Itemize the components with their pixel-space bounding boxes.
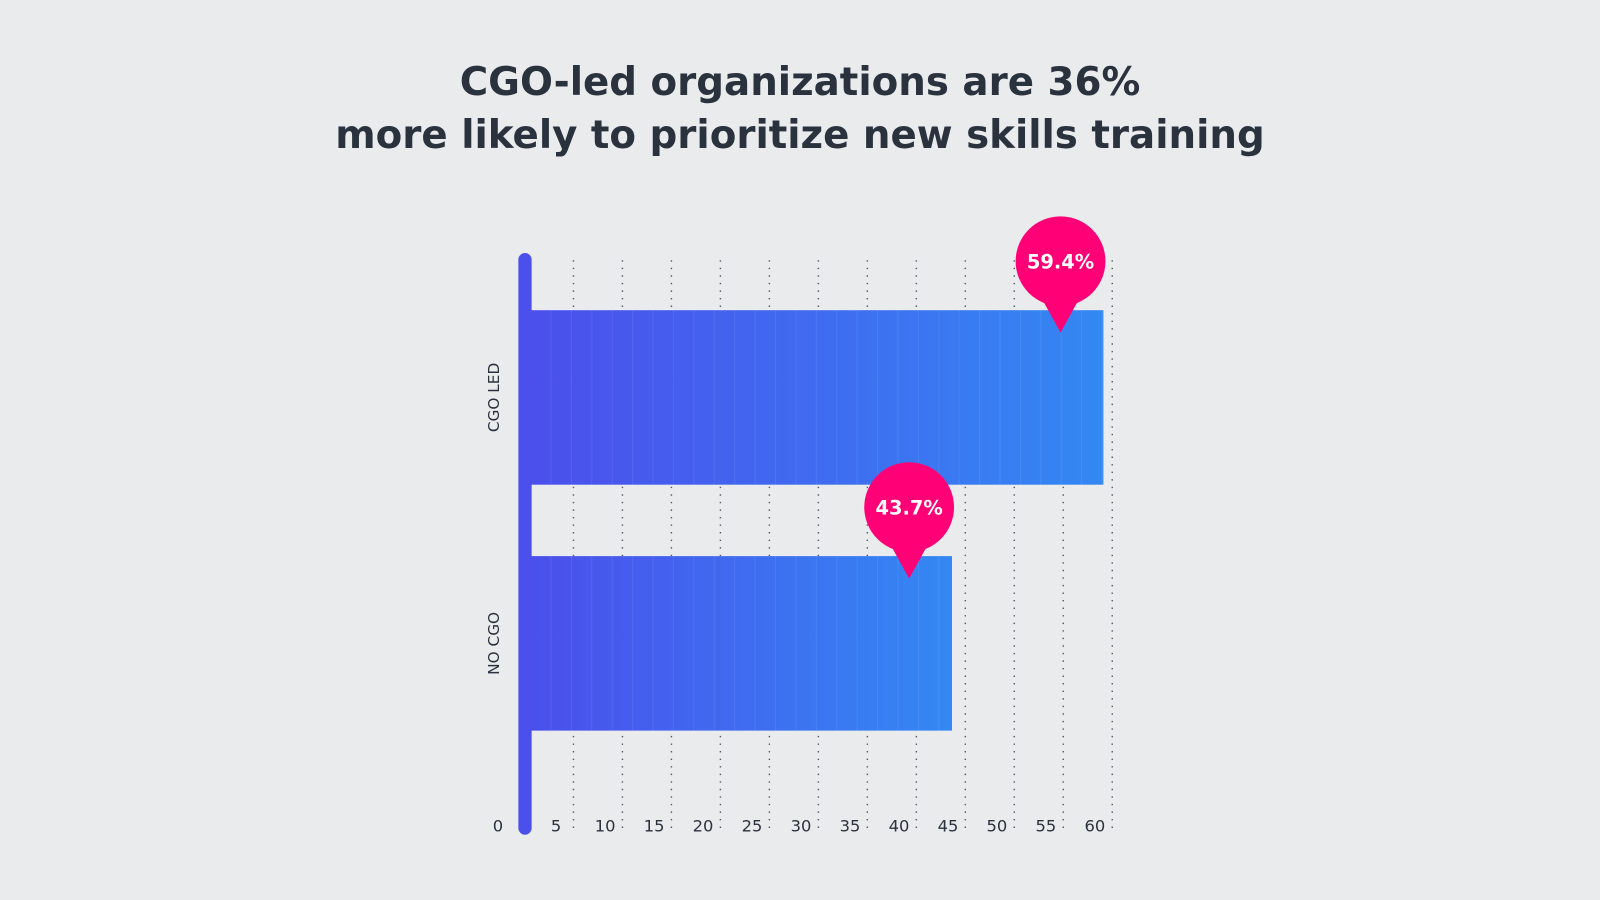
x-tick-label: 15	[644, 817, 665, 836]
x-tick-label: 25	[742, 817, 763, 836]
data-label: 43.7%	[876, 496, 943, 519]
data-labels: 59.4% 43.7%	[864, 216, 1106, 579]
bar	[530, 310, 1104, 485]
x-tick-label: 60	[1085, 817, 1106, 836]
x-tick-label: 55	[1036, 817, 1057, 836]
x-tick-label: 10	[595, 817, 616, 836]
x-tick-label: 35	[840, 817, 861, 836]
bars	[530, 310, 1104, 731]
category-labels: CGO LED NO CGO	[485, 363, 503, 675]
label-bubble	[864, 462, 955, 553]
y-axis-line	[518, 253, 532, 835]
x-tick-label: 0	[493, 817, 503, 836]
chart-title-line-2: more likely to prioritize new skills tra…	[335, 113, 1264, 158]
category-label: CGO LED	[485, 363, 503, 432]
chart-title-line-1: CGO-led organizations are 36%	[460, 60, 1141, 105]
category-label: NO CGO	[485, 612, 503, 675]
label-bubble	[1015, 216, 1106, 307]
x-tick-label: 5	[551, 817, 561, 836]
x-axis-ticks: 0 5 10 15 20 25 30 35 40 45 50 55 60	[493, 817, 1106, 836]
bar	[530, 556, 953, 731]
x-tick-label: 50	[987, 817, 1008, 836]
x-tick-label: 30	[791, 817, 812, 836]
data-label: 59.4%	[1027, 250, 1094, 273]
x-tick-label: 20	[693, 817, 714, 836]
x-tick-label: 40	[889, 817, 910, 836]
x-tick-label: 45	[938, 817, 959, 836]
